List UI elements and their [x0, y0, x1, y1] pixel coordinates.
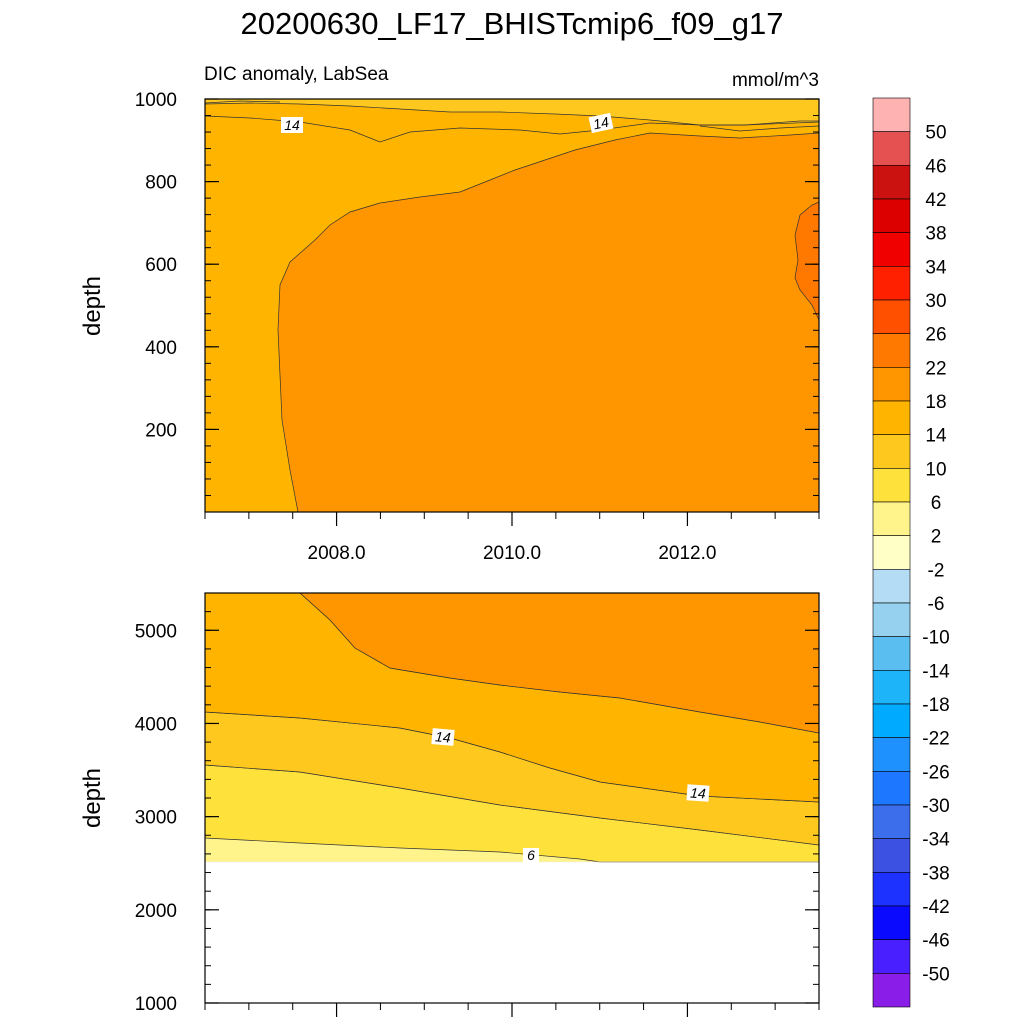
colorbar-swatch: [872, 198, 911, 233]
y-tick-label: 200: [145, 420, 177, 441]
colorbar-swatch: [872, 569, 911, 604]
y-tick-label: 4000: [135, 714, 177, 735]
colorbar-label: -18: [922, 695, 949, 716]
colorbar-swatch: [872, 872, 911, 907]
figure-title: 20200630_LF17_BHISTcmip6_f09_g17: [241, 6, 784, 41]
top-y-axis: 200 400 600 800 1000: [135, 90, 819, 513]
x-tick-label: 2008.0: [308, 543, 366, 564]
colorbar-label: 46: [925, 156, 946, 177]
y-tick-label: 3000: [135, 808, 177, 829]
colorbar-label: -30: [922, 796, 949, 817]
colorbar-label: 30: [925, 291, 946, 312]
top-contour-label-2: 14: [588, 112, 614, 134]
colorbar-swatch: [872, 501, 911, 536]
top-contour-line: [204, 115, 819, 143]
colorbar-swatch: [872, 973, 911, 1008]
top-contour-line: [204, 100, 281, 104]
colorbar-swatch: [872, 232, 911, 267]
colorbar-swatch: [872, 367, 911, 402]
colorbar-label: -34: [922, 830, 950, 851]
svg-text:14: 14: [284, 117, 300, 133]
bottom-x-axis: [204, 1003, 820, 1017]
subtitle-left: DIC anomaly, LabSea: [204, 64, 389, 85]
colorbar: 50 46 42 38 34 30 26 22 18 14 10 6 2 -2 -6 -10 -14 -18 -22…: [872, 97, 950, 1008]
colorbar-label: -50: [922, 964, 949, 985]
top-panel: 14 14 200 400 600 800 1000 2008.0 2010.0 2012.…: [79, 90, 820, 564]
colorbar-label: 22: [925, 358, 946, 379]
colorbar-swatch: [872, 670, 911, 705]
colorbar-label: 50: [925, 123, 946, 144]
colorbar-swatch: [872, 636, 911, 671]
colorbar-swatch: [872, 97, 911, 132]
top-y-axis-label: depth: [79, 276, 106, 336]
colorbar-swatch: [872, 939, 911, 974]
top-contour-line: [699, 125, 820, 132]
colorbar-swatch: [872, 333, 911, 368]
colorbar-label: 6: [931, 493, 942, 514]
colorbar-swatch: [872, 299, 911, 334]
bottom-y-axis-label: depth: [79, 768, 106, 828]
colorbar-label: -46: [922, 931, 949, 952]
y-tick-label: 5000: [135, 621, 177, 642]
colorbar-label: -10: [922, 628, 949, 649]
colorbar-swatch: [872, 905, 911, 940]
colorbar-label: 38: [925, 224, 946, 245]
colorbar-swatch: [872, 266, 911, 301]
colorbar-swatch: [872, 771, 911, 806]
bottom-panel: 14 14 6 1000 2000 3000 4000 5000 depth: [79, 592, 820, 1017]
x-tick-label: 2012.0: [658, 543, 716, 564]
bottom-region-2-6: [205, 838, 819, 862]
colorbar-label: -6: [928, 594, 945, 615]
bottom-contour-label-1: 14: [431, 728, 455, 746]
colorbar-label: 34: [925, 257, 947, 278]
colorbar-label: -26: [922, 762, 949, 783]
colorbar-label: -2: [928, 560, 945, 581]
colorbar-swatch: [872, 804, 911, 839]
colorbar-swatch: [872, 434, 911, 469]
svg-text:14: 14: [592, 114, 611, 133]
bottom-y-axis: 1000 2000 3000 4000 5000: [135, 592, 819, 1015]
colorbar-swatch: [872, 400, 911, 435]
colorbar-swatch: [872, 703, 911, 738]
bottom-contour-label-3: 6: [523, 847, 539, 864]
x-tick-label: 2010.0: [483, 543, 541, 564]
colorbar-label: -42: [922, 897, 949, 918]
colorbar-label: -22: [922, 729, 949, 750]
colorbar-label: 14: [925, 426, 947, 447]
colorbar-label: 18: [925, 392, 946, 413]
colorbar-swatch: [872, 535, 911, 570]
colorbar-label: 10: [925, 459, 946, 480]
colorbar-label: 2: [931, 527, 942, 548]
colorbar-label: 42: [925, 190, 946, 211]
y-tick-label: 1000: [135, 90, 177, 111]
svg-text:14: 14: [435, 728, 452, 745]
top-contour-label-1: 14: [281, 117, 303, 133]
colorbar-swatch: [872, 468, 911, 503]
colorbar-swatch: [872, 165, 911, 200]
colorbar-label: 26: [925, 325, 946, 346]
y-tick-label: 400: [145, 338, 177, 359]
bottom-contour-label-2: 14: [686, 784, 710, 802]
y-tick-label: 2000: [135, 901, 177, 922]
top-x-axis: 2008.0 2010.0 2012.0: [204, 512, 820, 564]
top-region-10-14-surface: [204, 98, 820, 126]
top-region-18-22: [277, 132, 820, 513]
y-tick-label: 800: [145, 173, 177, 194]
svg-text:14: 14: [690, 784, 707, 801]
y-tick-label: 1000: [135, 994, 177, 1015]
colorbar-label: -14: [922, 661, 950, 682]
colorbar-swatch: [872, 838, 911, 873]
colorbar-swatch: [872, 602, 911, 637]
subtitle-right-units: mmol/m^3: [732, 70, 819, 91]
colorbar-swatch: [872, 131, 911, 166]
colorbar-swatch: [872, 737, 911, 772]
colorbar-label: -38: [922, 863, 949, 884]
svg-text:6: 6: [527, 847, 535, 863]
y-tick-label: 600: [145, 255, 177, 276]
